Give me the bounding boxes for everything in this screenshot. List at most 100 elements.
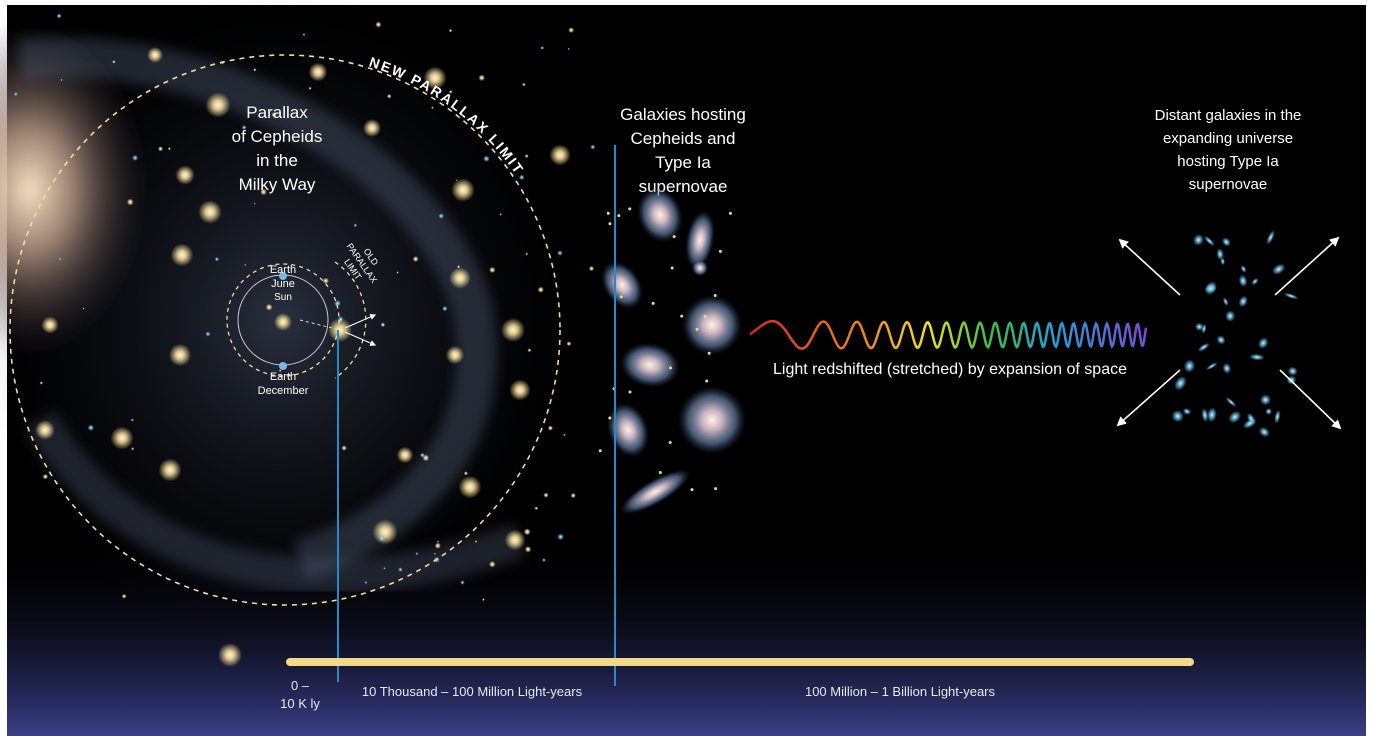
star [323, 278, 329, 284]
star [534, 506, 538, 510]
star [122, 594, 127, 599]
galaxy [692, 260, 708, 276]
star [542, 558, 546, 562]
star [652, 302, 655, 305]
star [198, 200, 222, 224]
earth-december-label: December [258, 385, 309, 397]
star [459, 476, 482, 499]
star [549, 144, 570, 165]
star [396, 271, 398, 273]
star [398, 567, 403, 572]
star [147, 47, 163, 63]
star [696, 328, 699, 331]
star [557, 533, 564, 540]
star [548, 425, 553, 430]
star [60, 79, 62, 81]
star [446, 346, 464, 364]
star [158, 146, 163, 151]
near-scale-label: 10 K ly [280, 696, 320, 711]
milky-way-label: Parallax [246, 103, 308, 122]
star [41, 316, 58, 333]
star [543, 493, 548, 498]
far-scale-label: 100 Million – 1 Billion Light-years [805, 684, 996, 699]
star [525, 154, 529, 158]
star [608, 222, 611, 225]
star [714, 294, 717, 297]
star [266, 304, 273, 311]
star [568, 27, 574, 33]
star [589, 266, 594, 271]
page: NEW PARALLAX LIMIT Sun Earth June Earth … [0, 0, 1373, 742]
star [455, 179, 457, 181]
star [43, 474, 49, 480]
star [449, 29, 452, 32]
star [438, 213, 444, 219]
star [309, 63, 328, 82]
star [364, 581, 367, 584]
star [14, 92, 18, 96]
star [540, 46, 544, 50]
galaxy [682, 295, 742, 355]
star [244, 264, 246, 266]
star [483, 155, 490, 162]
star [127, 199, 134, 206]
star [387, 94, 391, 98]
star [110, 426, 133, 449]
star [420, 453, 425, 458]
star [489, 267, 495, 273]
star [383, 567, 385, 569]
star [175, 165, 194, 184]
star [83, 308, 85, 310]
star [413, 256, 419, 262]
middle-scale-label: 10 Thousand – 100 Million Light-years [362, 684, 583, 699]
star [372, 519, 397, 544]
star [505, 530, 526, 551]
distant-galaxies-label: supernovae [1189, 176, 1267, 193]
earth-june-label: June [271, 278, 295, 290]
star [434, 553, 436, 555]
star [714, 487, 717, 490]
star [431, 106, 434, 109]
star [628, 207, 631, 210]
star [379, 535, 386, 542]
star [499, 213, 502, 216]
milky-way-label: in the [256, 151, 298, 170]
star [35, 420, 55, 440]
star [254, 203, 256, 205]
star [57, 13, 62, 18]
star [705, 380, 708, 383]
near-scale-label: 0 – [291, 678, 310, 693]
star [59, 258, 62, 261]
star [509, 379, 530, 400]
star [397, 447, 414, 464]
star [205, 92, 230, 117]
star [159, 459, 182, 482]
star [522, 83, 526, 87]
redshift-label: Light redshifted (stretched) by expansio… [773, 361, 1127, 378]
star [303, 33, 306, 36]
star [341, 445, 346, 450]
star [691, 488, 694, 491]
star [617, 214, 620, 217]
star [451, 178, 475, 202]
star [673, 235, 676, 238]
star [599, 449, 602, 452]
nearby-galaxies-label: Type Ia [655, 153, 711, 172]
galaxy [678, 386, 746, 454]
star [719, 250, 722, 253]
star [524, 528, 531, 535]
star [363, 119, 381, 137]
star [607, 212, 610, 215]
nearby-galaxies-label: Cepheids and [631, 129, 736, 148]
star [680, 315, 683, 318]
star [475, 540, 478, 543]
star [482, 598, 485, 601]
star [478, 74, 485, 81]
star [437, 541, 439, 543]
star [457, 265, 460, 268]
star [525, 546, 531, 552]
earth-june-label: Earth [270, 264, 296, 276]
star [171, 244, 194, 267]
star [253, 68, 256, 71]
star [88, 424, 94, 430]
